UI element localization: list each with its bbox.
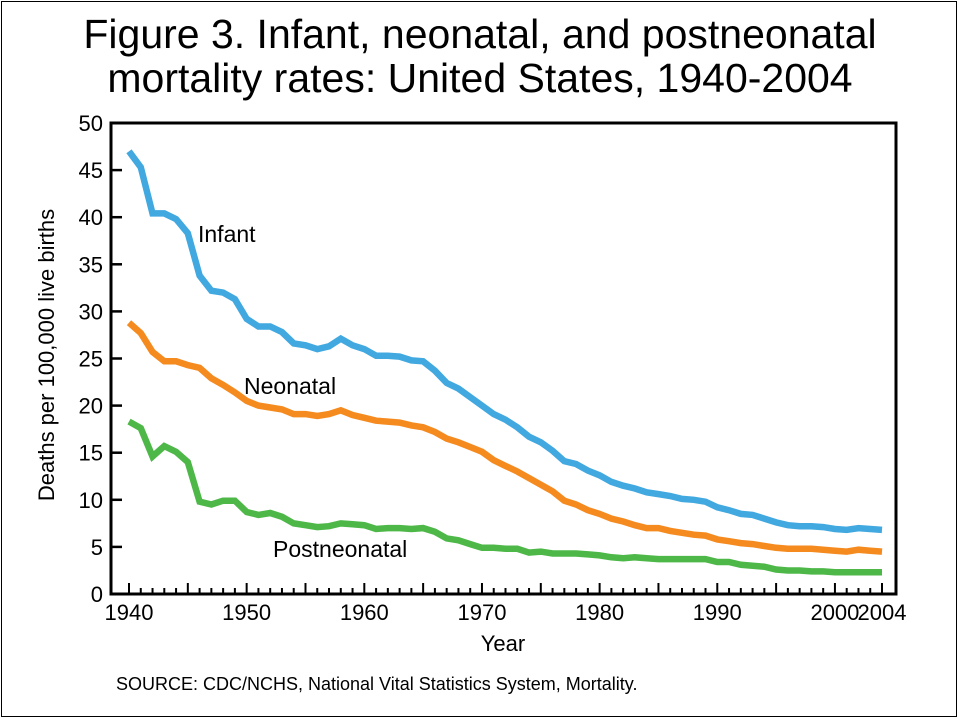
y-axis-title: Deaths per 100,000 live births — [34, 209, 59, 501]
y-tick-label: 10 — [79, 488, 103, 513]
y-tick-label: 45 — [79, 158, 103, 183]
series-line-neonatal — [126, 320, 883, 555]
x-tick-label: 2004 — [858, 600, 907, 625]
x-tick-label: 1950 — [222, 600, 271, 625]
x-tick-label: 2000 — [810, 600, 859, 625]
chart-title: Figure 3. Infant, neonatal, and postneon… — [0, 12, 960, 100]
x-tick-label: 1980 — [575, 600, 624, 625]
axes: 0 5 10 15 20 25 30 35 40 45 50 1940 1950 1960 1970 1980… — [79, 111, 907, 625]
x-tick-label: 1940 — [105, 600, 154, 625]
series-label-infant: Infant — [198, 221, 256, 247]
chart-title-line-1: Figure 3. Infant, neonatal, and postneon… — [83, 11, 877, 57]
series-lines — [126, 149, 883, 576]
x-tick-label: 1960 — [340, 600, 389, 625]
y-tick-label: 5 — [91, 535, 103, 560]
source-note: SOURCE: CDC/NCHS, National Vital Statist… — [116, 674, 638, 694]
series-line-infant — [126, 149, 883, 534]
y-tick-label: 15 — [79, 441, 103, 466]
y-tick-label: 20 — [79, 394, 103, 419]
y-tick-label: 50 — [79, 111, 103, 136]
x-axis-title: Year — [481, 631, 525, 656]
x-tick-label: 1990 — [693, 600, 742, 625]
chart-title-line-2: mortality rates: United States, 1940-200… — [107, 55, 853, 101]
y-tick-label: 30 — [79, 299, 103, 324]
y-tick-label: 25 — [79, 347, 103, 372]
y-tick-label: 0 — [91, 582, 103, 607]
series-labels: Infant Neonatal Postneonatal — [198, 221, 407, 562]
x-tick-label: 1970 — [457, 600, 506, 625]
y-tick-label: 35 — [79, 252, 103, 277]
series-label-postneonatal: Postneonatal — [273, 536, 407, 562]
y-tick-label: 40 — [79, 205, 103, 230]
series-line-postneonatal — [127, 418, 882, 576]
series-label-neonatal: Neonatal — [244, 373, 336, 399]
